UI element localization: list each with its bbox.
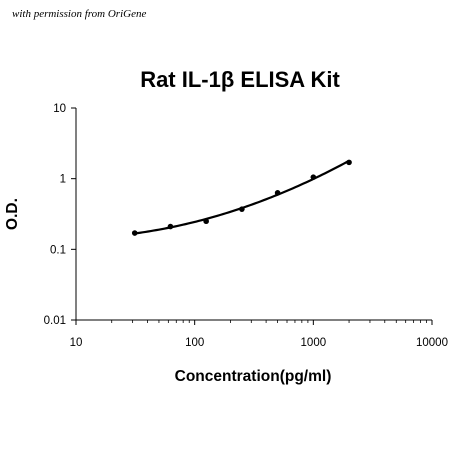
data-points <box>131 159 352 236</box>
y-tick-label: 0.01 <box>44 315 66 327</box>
y-axis-label-group: O.D. <box>4 198 21 230</box>
data-point <box>310 174 317 180</box>
chart-title: Rat IL-1β ELISA Kit <box>140 67 340 92</box>
x-tick-label: 1000 <box>301 337 327 349</box>
x-tick-label: 100 <box>185 337 204 349</box>
data-point <box>274 190 281 196</box>
data-point <box>203 218 209 225</box>
y-ticks: 10 1 0.1 0.01 <box>44 103 76 327</box>
x-ticks: 10 100 1000 10000 <box>70 320 448 349</box>
data-point <box>167 223 174 230</box>
y-tick-label: 10 <box>53 103 66 115</box>
data-point <box>131 230 138 236</box>
y-tick-label: 1 <box>60 174 66 186</box>
fit-curve <box>134 159 350 235</box>
y-axis-label: O.D. <box>4 198 21 230</box>
x-tick-label: 10 <box>70 337 83 349</box>
data-point <box>346 159 352 166</box>
permission-note: with permission from OriGene <box>12 8 147 20</box>
data-point <box>239 206 245 212</box>
fit-curve-layer <box>134 159 350 235</box>
y-tick-label: 0.1 <box>50 244 66 256</box>
x-axis-label: Concentration(pg/ml) <box>175 368 332 385</box>
x-tick-label: 10000 <box>416 337 448 349</box>
